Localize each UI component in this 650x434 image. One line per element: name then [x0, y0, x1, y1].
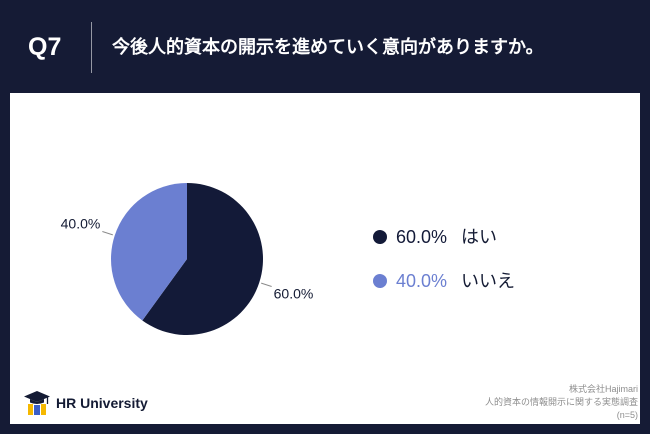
- data-label-yes: 60.0%: [274, 286, 314, 302]
- pie-slices: [111, 183, 263, 335]
- legend-item-yes: 60.0% はい: [373, 226, 515, 248]
- pie-slice-yes: [142, 183, 263, 335]
- header-divider: [91, 22, 92, 73]
- legend-dot-yes: [373, 230, 387, 244]
- legend-item-no: 40.0% いいえ: [373, 270, 515, 292]
- leader-line-no: [102, 231, 113, 236]
- logo-pillar-left: [28, 404, 33, 415]
- cap-board-shape: [24, 391, 50, 402]
- legend-dot-no: [373, 274, 387, 288]
- source-company: 株式会社Hajimari: [568, 384, 638, 394]
- logo-pillar-right: [41, 404, 46, 415]
- sample-size: (n=5): [616, 410, 638, 420]
- pie-chart: 60.0% 40.0%: [61, 183, 314, 335]
- question-text: 今後人的資本の開示を進めていく意向がありますか。: [112, 37, 544, 57]
- legend-value-no: 40.0%: [396, 271, 448, 291]
- cap-base-shape: [30, 399, 44, 404]
- source-survey: 人的資本の情報開示に関する実態調査: [484, 397, 638, 407]
- hr-university-logo: HR University: [23, 389, 148, 417]
- leader-line-yes: [261, 282, 272, 287]
- question-header: Q7 今後人的資本の開示を進めていく意向がありますか。: [0, 0, 650, 93]
- pie-leader-lines: [102, 231, 272, 287]
- legend-label-yes: はい: [461, 227, 497, 247]
- legend-value-yes: 60.0%: [396, 227, 448, 247]
- question-number: Q7: [28, 33, 62, 61]
- logo-text: HR University: [56, 395, 148, 411]
- pie-slice-no: [111, 183, 187, 321]
- logo-pillar-center: [34, 405, 40, 415]
- data-label-no: 40.0%: [61, 215, 101, 231]
- source-note: 株式会社Hajimari 人的資本の情報開示に関する実態調査 (n=5): [485, 383, 638, 422]
- graduation-cap-icon: [24, 391, 50, 415]
- legend-label-no: いいえ: [461, 271, 515, 291]
- legend: 60.0% はい 40.0% いいえ: [373, 226, 515, 314]
